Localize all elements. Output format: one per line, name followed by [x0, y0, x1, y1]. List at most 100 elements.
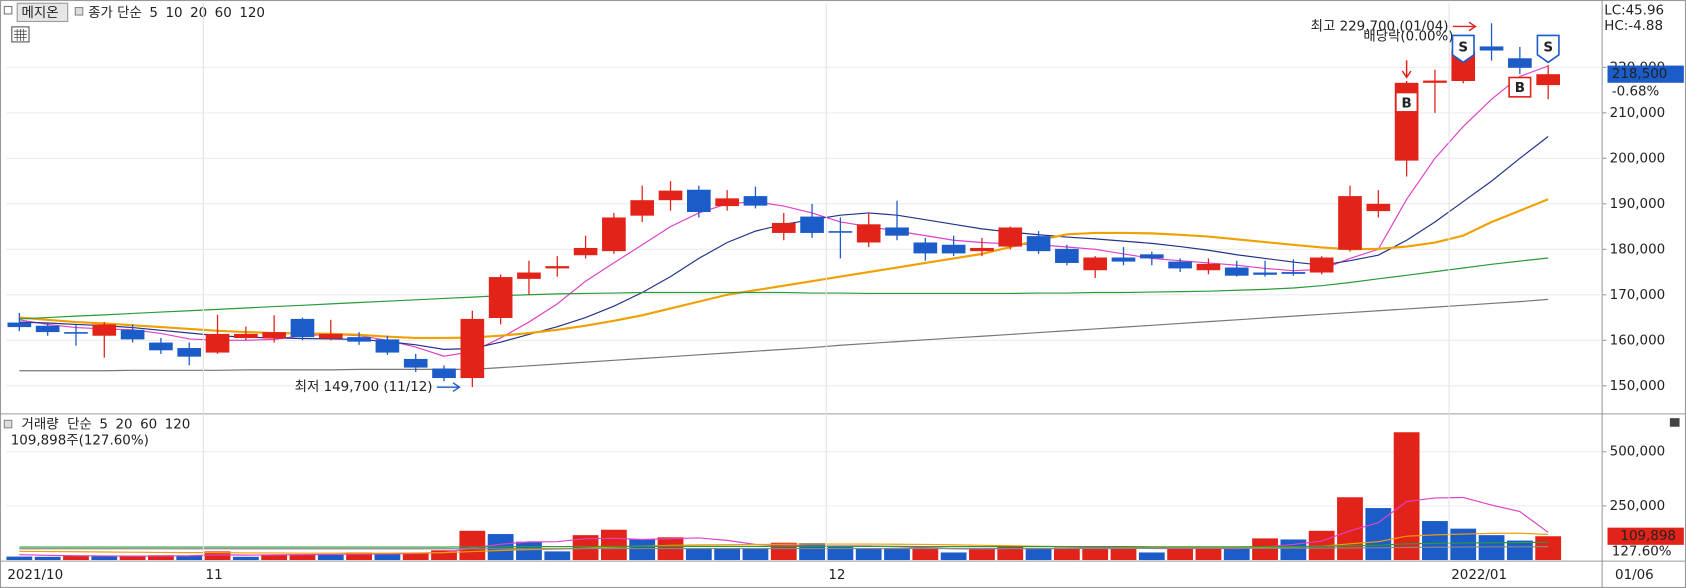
ma-line: [19, 257, 1549, 320]
volume-bar: [289, 554, 316, 561]
candle-body: [1026, 236, 1051, 252]
volume-bar: [6, 556, 33, 561]
stock-name[interactable]: 메지온: [22, 5, 59, 21]
candle-body: [120, 329, 145, 340]
candle-body: [460, 318, 485, 379]
candle-body: [856, 224, 881, 243]
legend-entry: 20: [115, 418, 132, 433]
candle-body: [998, 227, 1023, 247]
y-tick-label: 250,000: [1610, 499, 1666, 514]
volume-bar: [997, 545, 1024, 561]
volume-bar: [1252, 538, 1278, 561]
volume-bar: [261, 554, 288, 561]
volume-bar: [799, 543, 825, 561]
volume-bar: [855, 548, 882, 561]
candle-body: [177, 348, 202, 357]
volume-bar: [34, 556, 61, 561]
volume-bar: [516, 541, 542, 561]
y-tick-label: 170,000: [1610, 288, 1666, 303]
last-price-label: 218,500: [1612, 67, 1668, 82]
sell-signal: [1536, 34, 1560, 64]
volume-bar: [317, 554, 344, 561]
candle-body: [1338, 196, 1362, 250]
candle-body: [1423, 80, 1447, 83]
panel-button[interactable]: [1669, 418, 1680, 427]
candle-body: [92, 324, 117, 336]
legend-entry: 5: [149, 6, 158, 21]
y-tick-label: 150,000: [1610, 379, 1666, 394]
volume-bar: [742, 548, 769, 561]
candle-body: [970, 247, 994, 252]
volume-bar: [1195, 547, 1222, 561]
candle-body: [885, 227, 909, 236]
volume-bar: [402, 552, 429, 561]
legend-entry: 60: [215, 6, 232, 21]
volume-bar: [1082, 547, 1109, 561]
x-tick-label: 11: [206, 568, 223, 583]
candle-body: [658, 190, 683, 201]
volume-bar: [714, 548, 741, 561]
y-tick-label: 180,000: [1610, 242, 1666, 257]
y-tick-label: 190,000: [1610, 197, 1666, 212]
stock-name-box[interactable]: [16, 2, 69, 23]
candle-body: [149, 342, 173, 351]
legend-label: 종가 단순: [88, 5, 142, 21]
legend-entry: 60: [140, 418, 157, 433]
candle-body: [262, 332, 286, 339]
y-tick-label: 160,000: [1610, 333, 1666, 348]
candle-body: [1224, 267, 1249, 276]
candle-body: [913, 242, 938, 254]
candle-body: [941, 244, 966, 254]
candle-body: [1281, 272, 1306, 274]
sell-signal: [1451, 34, 1475, 64]
candle-body: [1366, 203, 1391, 212]
high-arrow: [1452, 21, 1477, 32]
volume-bar: [1506, 540, 1533, 561]
candle-body: [828, 231, 853, 233]
header-icon: [3, 5, 13, 15]
last-price-box: [1607, 65, 1684, 83]
candle-body: [687, 189, 711, 213]
volume-bar: [1025, 548, 1052, 561]
volume-bar: [1478, 535, 1505, 561]
high-annotation: 최고 229,700 (01/04): [1311, 18, 1449, 34]
candle-body: [1309, 257, 1334, 273]
candle-body: [1479, 46, 1504, 51]
candle-body: [1168, 261, 1192, 269]
candle-body: [800, 216, 824, 233]
candle-body: [517, 272, 541, 279]
volume-bar: [544, 551, 571, 561]
volume-summary: 109,898주(127.60%): [11, 434, 149, 449]
legend-entry: 120: [239, 6, 265, 21]
signal-arrow: [1401, 60, 1412, 79]
ma-line: [19, 546, 1549, 550]
candle-body: [715, 198, 739, 207]
legend-icon: [74, 6, 84, 16]
volume-bar: [148, 555, 174, 561]
low-arrow: [436, 382, 461, 393]
ma-line: [19, 541, 1549, 548]
volume-bar: [346, 552, 372, 561]
volume-ratio: 127.60%: [1612, 544, 1672, 559]
candle-body: [375, 339, 400, 353]
volume-bar: [629, 539, 656, 561]
event-label: 배당락(0.00%): [1363, 29, 1453, 45]
volume-bar: [119, 555, 146, 561]
candle-body: [488, 277, 513, 319]
legend-label: 단순: [67, 417, 92, 433]
legend-entry: 10: [165, 6, 182, 21]
low-annotation: 최저 149,700 (11/12): [295, 379, 433, 395]
last-volume-label: 109,898: [1620, 529, 1676, 544]
volume-bar: [912, 547, 939, 561]
legend-entry: 120: [165, 418, 191, 433]
candle-body: [318, 333, 343, 339]
volume-bar: [232, 556, 259, 561]
x-tick-label: 2021/10: [7, 568, 63, 583]
hc-label: HC:-4.88: [1604, 19, 1663, 34]
candle-body: [347, 337, 371, 342]
candle-body: [1196, 263, 1221, 271]
buy-signal-label: B: [1401, 96, 1411, 111]
candle-body: [234, 333, 258, 339]
candle-body: [630, 200, 655, 216]
